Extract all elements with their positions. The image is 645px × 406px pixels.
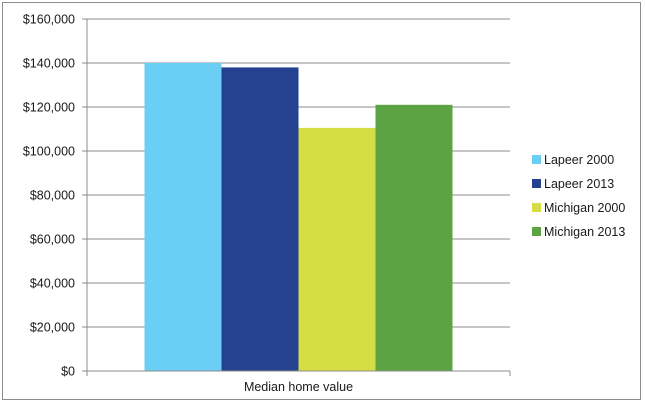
legend-swatch [532, 155, 541, 164]
legend-swatch [532, 203, 541, 212]
y-tick-label: $160,000 [23, 13, 75, 27]
bar-michigan-2013 [375, 104, 453, 372]
legend-label: Lapeer 2013 [544, 177, 614, 191]
y-axis-ticks: $0 $20,000 $40,000 $60,000 $80,000 $100,000 $1… [23, 13, 75, 379]
legend-label: Michigan 2000 [544, 201, 625, 215]
y-tick-label: $120,000 [23, 101, 75, 115]
y-tick-label: $100,000 [23, 145, 75, 159]
y-tick-label: $140,000 [23, 57, 75, 71]
y-tick-label: $20,000 [30, 321, 75, 335]
bar-lapeer-2000 [144, 63, 222, 371]
legend-swatch [532, 227, 541, 236]
bar-lapeer-2013 [221, 67, 299, 372]
legend-label: Michigan 2013 [544, 225, 625, 239]
legend: Lapeer 2000 Lapeer 2013 Michigan 2000 Michi… [532, 153, 625, 239]
bar-chart: $0 $20,000 $40,000 $60,000 $80,000 $100,000 $1… [23, 13, 625, 395]
bar-michigan-2000 [298, 127, 376, 372]
bars [144, 63, 453, 372]
x-axis: Median home value [86, 370, 511, 394]
y-tick-label: $40,000 [30, 277, 75, 291]
legend-swatch [532, 179, 541, 188]
chart-frame: $0 $20,000 $40,000 $60,000 $80,000 $100,000 $1… [2, 2, 641, 400]
y-tick-label: $60,000 [30, 233, 75, 247]
x-category-label: Median home value [244, 380, 353, 394]
y-tick-label: $0 [61, 365, 75, 379]
legend-label: Lapeer 2000 [544, 153, 614, 167]
y-tick-label: $80,000 [30, 189, 75, 203]
